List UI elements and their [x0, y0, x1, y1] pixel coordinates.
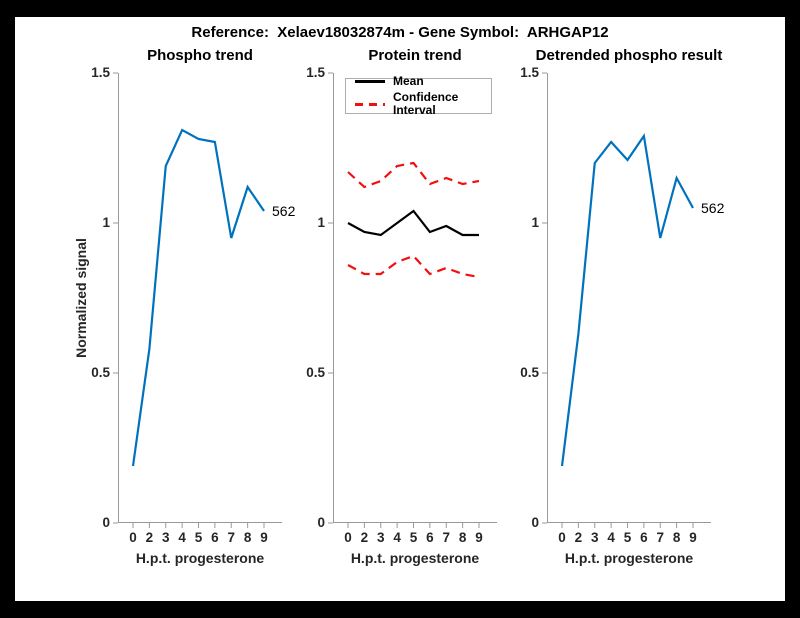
x-tick-label: 7: [227, 530, 235, 545]
chart-canvas: [542, 72, 711, 528]
subplot-protein-trend: Protein trend Mean Confidence Interval 0…: [306, 47, 497, 566]
data-series-mean: [347, 209, 479, 237]
x-tick-label: 5: [194, 530, 203, 545]
y-tick-label: 0: [317, 515, 325, 530]
data-series-confidence-interval-upper: [347, 161, 480, 189]
legend-item-mean: Mean: [346, 75, 491, 88]
x-tick-label: 9: [475, 530, 483, 545]
plot-area-protein-trend: Mean Confidence Interval 0 2 3 4 5 6 7 8 9 0 0.5 1 1…: [306, 65, 497, 545]
x-tick-label: 4: [607, 530, 615, 545]
legend: Mean Confidence Interval: [345, 75, 492, 117]
legend-item-confidence-interval: Confidence Interval: [346, 91, 491, 117]
x-tick-label: 2: [145, 530, 154, 545]
x-tick-label: 2: [360, 530, 369, 545]
x-tick-label: 3: [376, 530, 385, 545]
x-axis-label: H.p.t. progesterone: [135, 550, 265, 566]
legend-line-sample-mean: [355, 80, 385, 83]
x-tick-label: 9: [260, 530, 268, 545]
plot-area-detrended-phospho: 0 2 3 4 5 6 7 8 9 0 0.5 1 1.5 562: [520, 65, 724, 545]
x-tick-label: 0: [129, 530, 137, 545]
x-tick-label: 4: [178, 530, 186, 545]
y-tick-label: 1.5: [306, 65, 325, 80]
y-tick-label: 0.5: [306, 365, 325, 380]
y-axis-label: Normalized signal: [73, 238, 89, 358]
legend-label-mean: Mean: [393, 74, 424, 88]
x-tick-label: 8: [243, 530, 252, 545]
x-tick-label: 0: [558, 530, 566, 545]
x-tick-label: 6: [640, 530, 648, 545]
x-tick-label: 8: [458, 530, 467, 545]
x-tick-label: 8: [672, 530, 681, 545]
y-tick-label: 0.5: [520, 365, 539, 380]
end-point-label: 562: [272, 203, 296, 219]
legend-line-sample-confidence-interval: [355, 102, 385, 106]
y-tick-label: 1: [102, 215, 110, 230]
data-series-confidence-interval-lower: [347, 254, 480, 279]
x-tick-label: 0: [344, 530, 352, 545]
data-series-562: [560, 133, 694, 467]
x-tick-label: 3: [161, 530, 170, 545]
subplot-title-phospho: Phospho trend: [147, 47, 253, 64]
y-tick-label: 1.5: [520, 65, 539, 80]
legend-label-confidence-interval: Confidence Interval: [393, 90, 459, 117]
x-tick-label: 7: [656, 530, 664, 545]
x-axis-label: H.p.t. progesterone: [350, 550, 480, 566]
y-tick-label: 1.5: [91, 65, 110, 80]
data-series-562: [131, 128, 265, 467]
end-point-label: 562: [701, 200, 725, 216]
x-tick-label: 6: [211, 530, 219, 545]
matlab-figure-window: Reference: Xelaev18032874m - Gene Symbol…: [15, 17, 785, 601]
y-tick-label: 0.5: [91, 365, 110, 380]
subplot-detrended-phospho: Detrended phospho result 0 2 3 4 5 6 7 8 9 0 0.5 1 1…: [520, 47, 724, 566]
y-tick-label: 1: [317, 215, 325, 230]
y-tick-label: 1: [531, 215, 539, 230]
figure-title: Reference: Xelaev18032874m - Gene Symbol…: [191, 24, 609, 41]
x-tick-label: 6: [426, 530, 434, 545]
x-tick-label: 4: [393, 530, 401, 545]
x-tick-label: 9: [689, 530, 697, 545]
y-tick-label: 0: [102, 515, 110, 530]
subplot-title-detrended: Detrended phospho result: [535, 47, 723, 64]
plot-area-phospho-trend: 0 2 3 4 5 6 7 8 9 0 0.5 1 1.5 562: [91, 65, 295, 545]
x-tick-label: 3: [590, 530, 599, 545]
x-tick-label: 5: [409, 530, 418, 545]
chart-canvas: [113, 72, 282, 528]
x-tick-label: 5: [623, 530, 632, 545]
chart-canvas: [328, 72, 497, 528]
y-tick-label: 0: [531, 515, 539, 530]
subplot-title-protein: Protein trend: [368, 47, 462, 64]
x-tick-label: 2: [574, 530, 583, 545]
x-axis-label: H.p.t. progesterone: [564, 550, 694, 566]
x-tick-label: 7: [442, 530, 450, 545]
